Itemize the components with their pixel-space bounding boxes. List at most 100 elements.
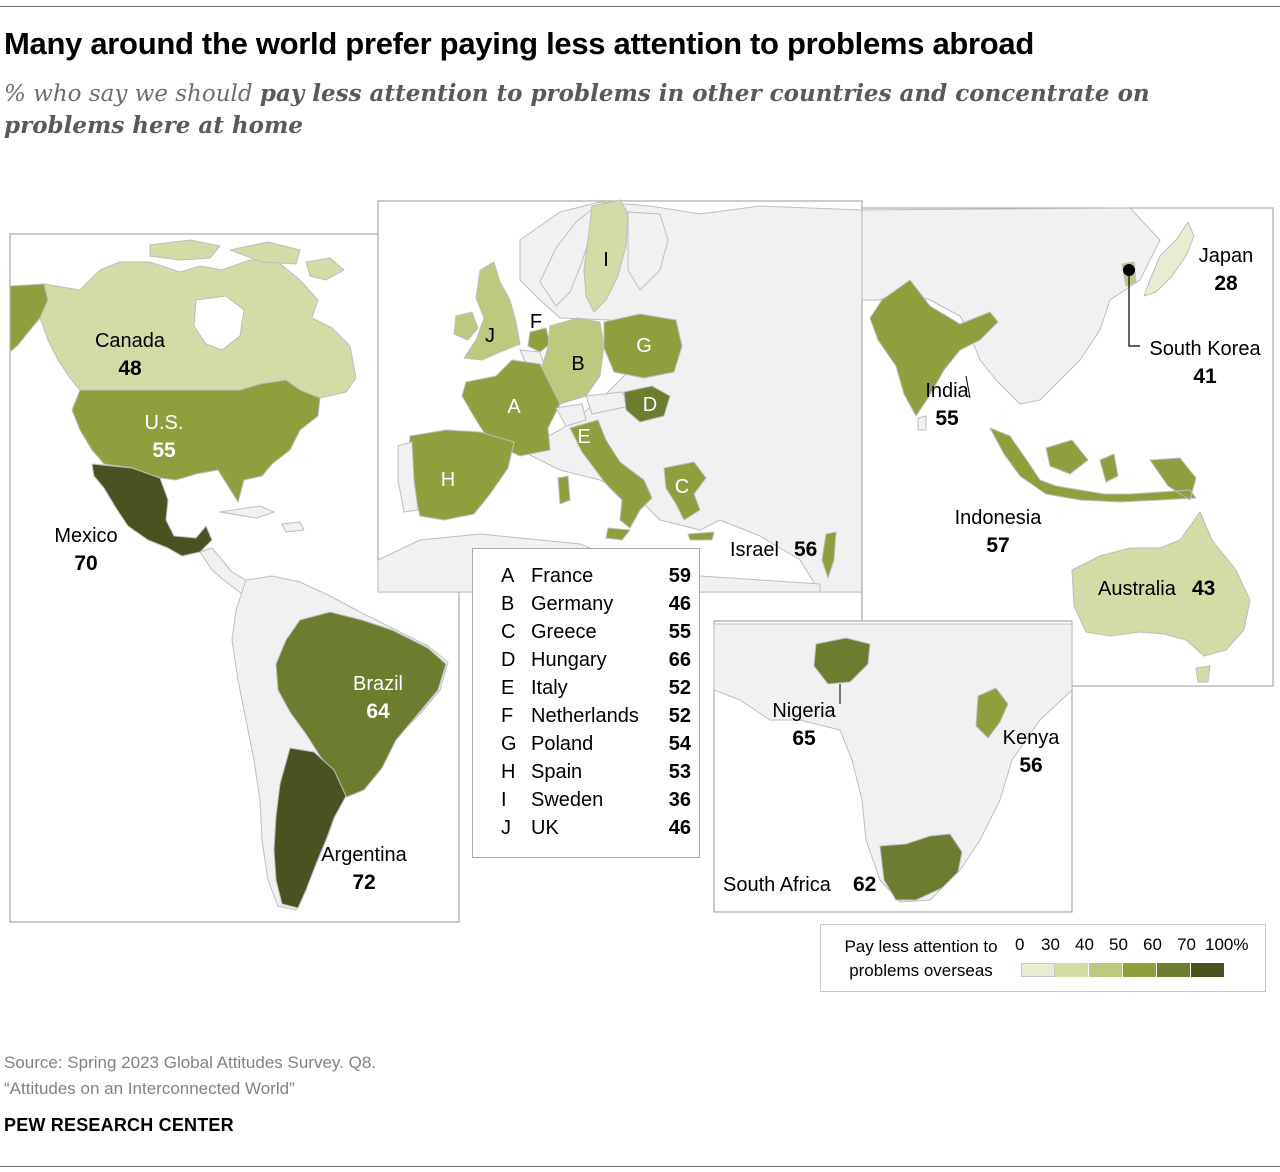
key-letter: G xyxy=(501,733,517,755)
indonesia-shape xyxy=(989,427,1197,503)
key-country: Germany xyxy=(531,593,614,615)
tasmania-shape xyxy=(1195,665,1211,683)
south-korea-marker xyxy=(1123,264,1135,276)
switzerland-shape xyxy=(555,403,587,427)
arctic-islands-shape xyxy=(149,239,345,281)
india-shape xyxy=(869,279,999,417)
label-a: A xyxy=(507,396,521,418)
label-brazil: Brazil xyxy=(353,673,403,695)
label-i: I xyxy=(603,249,609,271)
poland-shape xyxy=(603,313,683,379)
key-letter: H xyxy=(501,761,516,783)
argentina-shape xyxy=(273,747,347,909)
europe-key-row: E Italy 52 xyxy=(473,677,701,705)
scale-tick: 60 xyxy=(1143,935,1162,954)
label-south-korea: South Korea xyxy=(1149,338,1261,360)
key-country: Poland xyxy=(531,733,594,755)
scale-tick: 50 xyxy=(1109,935,1128,954)
europe-key-row: A France 59 xyxy=(473,565,701,593)
subtitle-emphasis: pay less attention to problems in other … xyxy=(4,80,1150,139)
mexico-shape xyxy=(91,463,213,557)
key-letter: C xyxy=(501,621,516,643)
label-e: E xyxy=(577,426,590,448)
uk-shape xyxy=(463,261,521,361)
israel-shape xyxy=(821,531,837,579)
label-mexico: Mexico xyxy=(54,525,117,547)
scale-swatch xyxy=(1123,963,1157,977)
europe-key-panel: A France 59 B Germany 46 C Greece 55 D H… xyxy=(472,548,700,858)
south-africa-shape xyxy=(879,833,963,901)
label-kenya: Kenya xyxy=(1003,727,1061,749)
nigeria-shape xyxy=(813,637,871,685)
africa-land xyxy=(713,623,1073,903)
value-brazil: 64 xyxy=(366,700,390,723)
key-value: 36 xyxy=(668,789,691,811)
value-nigeria: 65 xyxy=(792,727,816,750)
sweden-shape xyxy=(583,199,629,313)
key-letter: J xyxy=(501,817,511,839)
label-us: U.S. xyxy=(145,412,184,434)
south-korea-leader xyxy=(1128,272,1140,347)
key-letter: A xyxy=(501,565,515,587)
source-line: Source: Spring 2023 Global Attitudes Sur… xyxy=(4,1053,377,1072)
key-country: UK xyxy=(531,817,559,839)
label-australia: Australia xyxy=(1098,578,1177,600)
key-value: 54 xyxy=(668,733,691,755)
key-country: Netherlands xyxy=(531,705,639,727)
label-g: G xyxy=(636,335,652,357)
subtitle-prefix: % who say we should xyxy=(4,81,260,107)
label-south-africa: South Africa xyxy=(723,874,832,896)
label-japan: Japan xyxy=(1199,245,1254,267)
key-letter: F xyxy=(501,705,514,727)
europe-key-row: C Greece 55 xyxy=(473,621,701,649)
value-indonesia: 57 xyxy=(986,534,1009,557)
value-australia: 43 xyxy=(1192,577,1215,600)
key-value: 52 xyxy=(668,705,691,727)
crete-shape xyxy=(687,531,715,541)
europe-key-row: G Poland 54 xyxy=(473,733,701,761)
europe-key-row: H Spain 53 xyxy=(473,761,701,789)
key-country: Greece xyxy=(531,621,597,643)
value-south-africa: 62 xyxy=(853,873,876,896)
value-mexico: 70 xyxy=(74,552,97,575)
value-south-korea: 41 xyxy=(1193,365,1217,388)
label-indonesia: Indonesia xyxy=(955,507,1043,529)
scale-title: Pay less attention to problems overseas xyxy=(844,937,998,980)
key-country: France xyxy=(531,565,594,587)
label-h: H xyxy=(441,469,455,491)
asia-land xyxy=(861,207,1251,683)
europe-key-row: D Hungary 66 xyxy=(473,649,701,677)
key-value: 52 xyxy=(668,677,691,699)
label-j: J xyxy=(485,325,495,347)
scale-swatch xyxy=(1021,963,1055,977)
key-country: Spain xyxy=(531,761,583,783)
label-india: India xyxy=(925,380,969,402)
europe-key-row: B Germany 46 xyxy=(473,593,701,621)
value-argentina: 72 xyxy=(352,871,375,894)
scale-tick: 0 xyxy=(1015,935,1025,954)
label-d: D xyxy=(643,394,657,416)
label-f: F xyxy=(530,311,542,333)
hudson-bay-shape xyxy=(193,295,245,351)
color-scale-legend: Pay less attention to problems overseas … xyxy=(820,924,1266,992)
americas-land xyxy=(9,239,449,911)
scale-swatch xyxy=(1055,963,1089,977)
label-canada: Canada xyxy=(95,330,166,352)
portugal-shape xyxy=(397,441,419,513)
key-value: 55 xyxy=(668,621,691,643)
report-title-line: “Attitudes on an Interconnected World” xyxy=(4,1079,295,1098)
italy-shape xyxy=(569,419,653,529)
key-country: Sweden xyxy=(531,789,604,811)
scale-swatch xyxy=(1157,963,1191,977)
australia-shape xyxy=(1071,511,1251,657)
key-country: Hungary xyxy=(531,649,607,671)
key-letter: I xyxy=(501,789,507,811)
key-value: 66 xyxy=(668,649,691,671)
key-value: 53 xyxy=(668,761,691,783)
label-b: B xyxy=(571,353,584,375)
key-letter: D xyxy=(501,649,516,671)
sardinia-shape xyxy=(557,475,571,505)
europe-key-row: J UK 46 xyxy=(473,817,701,845)
europe-key-row: F Netherlands 52 xyxy=(473,705,701,733)
